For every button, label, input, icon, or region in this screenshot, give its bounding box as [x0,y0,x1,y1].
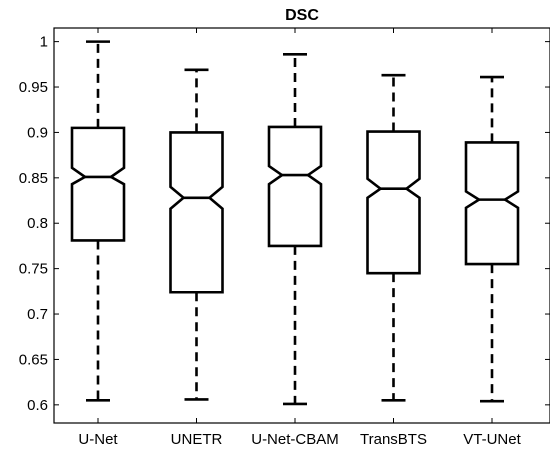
box-unetr [169,68,224,401]
box-transbts [366,73,421,402]
y-tick-label: 0.7 [27,306,48,323]
x-axis: U-Net UNETR U-Net-CBAM TransBTS VT-UNet [78,28,522,448]
x-tick-label: U-Net-CBAM [251,431,339,448]
plot-area-frame [53,27,550,424]
notched-box [169,131,224,294]
chart-title: DSC [285,7,319,24]
y-tick-label: 0.9 [27,124,48,141]
x-tick-label: UNETR [171,431,223,448]
box-vt-unet [464,75,520,403]
notched-box [267,125,323,248]
notched-box [70,126,126,242]
y-tick-label: 1 [40,34,48,51]
y-tick-label: 0.95 [19,79,48,96]
box-u-net [70,40,126,402]
x-tick-label: TransBTS [360,431,427,448]
notched-box [464,141,520,266]
y-tick-label: 0.75 [19,261,48,278]
x-tick-label: VT-UNet [463,431,521,448]
box-u-net-cbam [267,53,323,406]
y-tick-label: 0.65 [19,351,48,368]
y-axis: 0.6 0.65 0.7 0.75 0.8 0.85 0.9 0.95 1 [19,34,550,414]
notched-box [366,130,421,275]
y-tick-label: 0.8 [27,215,48,232]
y-tick-label: 0.85 [19,170,48,187]
y-tick-label: 0.6 [27,397,48,414]
boxes-group [70,40,520,406]
x-tick-label: U-Net [78,431,118,448]
